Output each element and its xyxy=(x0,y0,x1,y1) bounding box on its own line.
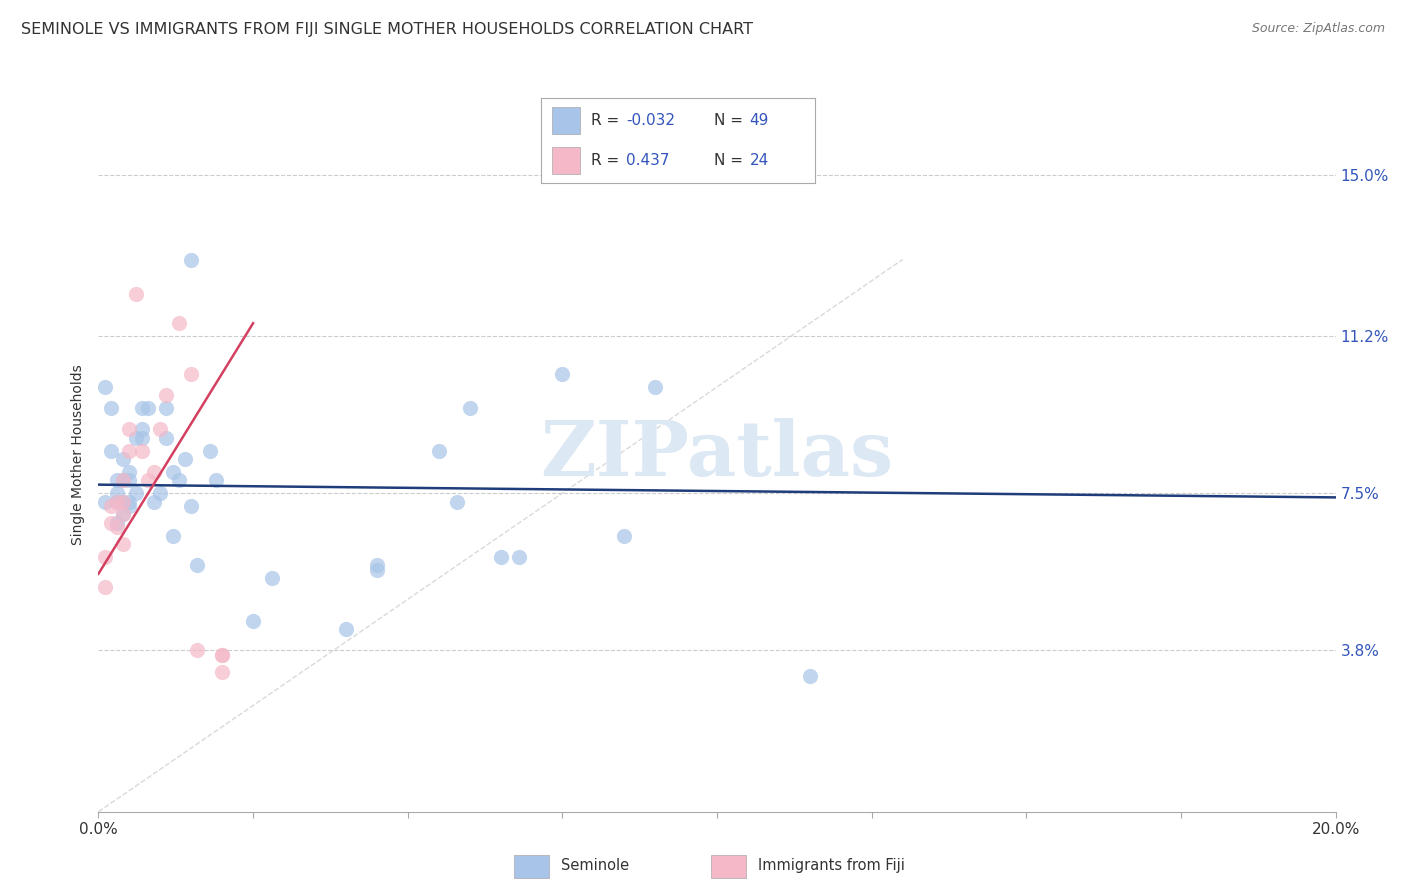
Point xyxy=(105,516,128,530)
Point xyxy=(427,443,450,458)
Text: R =: R = xyxy=(591,153,628,169)
Point xyxy=(105,494,128,508)
Point xyxy=(162,528,184,542)
Point xyxy=(458,401,481,416)
Text: Source: ZipAtlas.com: Source: ZipAtlas.com xyxy=(1251,22,1385,36)
Point xyxy=(112,508,135,522)
Point xyxy=(112,537,135,551)
Point xyxy=(118,499,141,513)
Point xyxy=(211,665,233,679)
Point xyxy=(149,422,172,436)
Point xyxy=(186,558,208,573)
Point xyxy=(93,380,115,394)
Point xyxy=(551,368,574,382)
Point xyxy=(100,401,122,416)
Point xyxy=(124,431,146,445)
Point xyxy=(446,494,468,508)
Point xyxy=(162,465,184,479)
Point xyxy=(100,443,122,458)
Text: N =: N = xyxy=(714,153,748,169)
Point xyxy=(149,486,172,500)
Point xyxy=(105,494,128,508)
Point xyxy=(131,422,153,436)
Point xyxy=(131,401,153,416)
Point xyxy=(124,286,146,301)
Text: -0.032: -0.032 xyxy=(626,112,675,128)
Bar xyxy=(553,107,579,134)
Point xyxy=(112,474,135,488)
Point xyxy=(100,516,122,530)
Point xyxy=(508,549,530,564)
Point xyxy=(112,508,135,522)
Point xyxy=(112,494,135,508)
Point xyxy=(489,549,512,564)
Text: Seminole: Seminole xyxy=(561,858,630,872)
Point xyxy=(180,368,202,382)
Point xyxy=(118,465,141,479)
Point xyxy=(155,401,177,416)
Point xyxy=(644,380,666,394)
Point xyxy=(93,580,115,594)
Text: R =: R = xyxy=(591,112,624,128)
Point xyxy=(131,431,153,445)
Point xyxy=(613,528,636,542)
Point xyxy=(260,571,283,585)
Point xyxy=(112,474,135,488)
Point xyxy=(105,520,128,534)
Point xyxy=(335,622,357,636)
Text: ZIPatlas: ZIPatlas xyxy=(540,418,894,491)
Point xyxy=(118,422,141,436)
Bar xyxy=(711,855,747,878)
Point xyxy=(211,648,233,662)
Text: 24: 24 xyxy=(749,153,769,169)
Point xyxy=(112,452,135,467)
Point xyxy=(167,316,190,330)
Point xyxy=(93,494,115,508)
Point xyxy=(124,486,146,500)
Point xyxy=(112,494,135,508)
Text: Immigrants from Fiji: Immigrants from Fiji xyxy=(758,858,905,872)
Point xyxy=(155,388,177,402)
Point xyxy=(93,549,115,564)
Y-axis label: Single Mother Households: Single Mother Households xyxy=(72,365,86,545)
Point xyxy=(136,474,159,488)
Text: 49: 49 xyxy=(749,112,769,128)
Point xyxy=(186,643,208,657)
Point xyxy=(799,669,821,683)
Point xyxy=(205,474,228,488)
Bar xyxy=(553,147,579,175)
Point xyxy=(118,494,141,508)
Point xyxy=(366,563,388,577)
Point xyxy=(131,443,153,458)
Point xyxy=(198,443,221,458)
Text: 0.437: 0.437 xyxy=(626,153,669,169)
Point xyxy=(143,465,166,479)
Point xyxy=(155,431,177,445)
Point xyxy=(366,558,388,573)
Bar xyxy=(515,855,550,878)
Point xyxy=(174,452,197,467)
Point xyxy=(180,252,202,267)
Point xyxy=(143,494,166,508)
Point xyxy=(211,648,233,662)
Point xyxy=(136,401,159,416)
Point xyxy=(100,499,122,513)
Point xyxy=(242,614,264,628)
Text: N =: N = xyxy=(714,112,748,128)
Point xyxy=(105,474,128,488)
Point xyxy=(180,499,202,513)
Point xyxy=(118,474,141,488)
Point xyxy=(118,443,141,458)
Point xyxy=(167,474,190,488)
Text: SEMINOLE VS IMMIGRANTS FROM FIJI SINGLE MOTHER HOUSEHOLDS CORRELATION CHART: SEMINOLE VS IMMIGRANTS FROM FIJI SINGLE … xyxy=(21,22,754,37)
Point xyxy=(105,486,128,500)
